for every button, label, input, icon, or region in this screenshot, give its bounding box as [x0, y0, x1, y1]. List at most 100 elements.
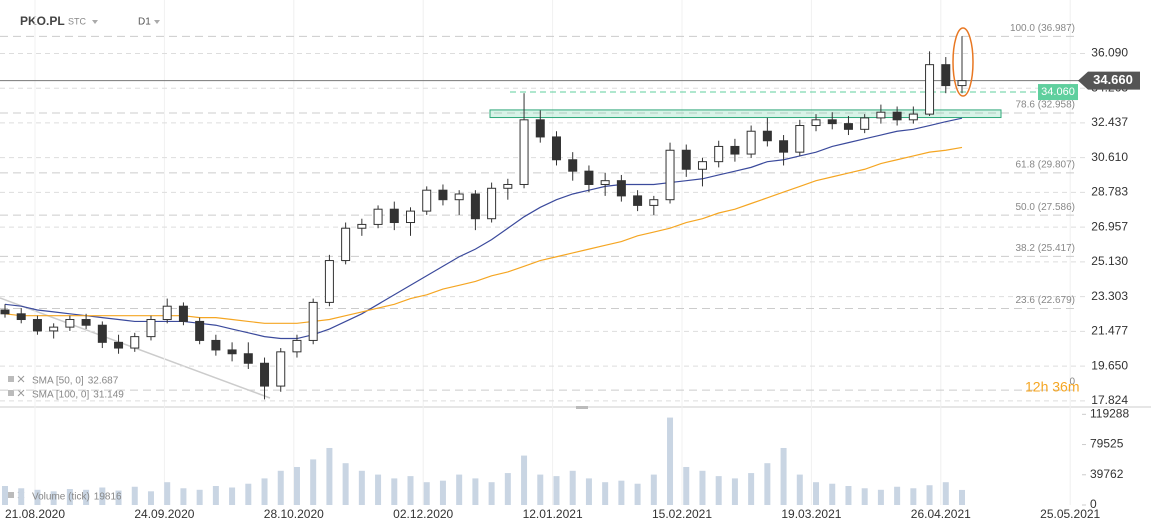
volume-bar	[569, 470, 576, 505]
volume-bar	[602, 482, 609, 505]
candle-body	[519, 119, 529, 185]
volume-tick-label: 0	[1090, 497, 1097, 511]
volume-bar	[829, 483, 836, 505]
volume-bar	[813, 482, 820, 505]
price-tag	[1078, 71, 1140, 90]
candle-body	[276, 351, 286, 387]
candle-body	[503, 183, 513, 189]
volume-tick-label: 79525	[1090, 437, 1124, 451]
candle-body	[81, 319, 91, 326]
candle-body	[227, 349, 237, 355]
level-label: 34.060	[1041, 86, 1075, 98]
legend-name: SMA [100, 0]	[32, 390, 89, 401]
candle-body	[292, 339, 302, 353]
candle-body	[243, 353, 253, 364]
candle-body	[16, 313, 26, 321]
y-tick-label: 19.650	[1091, 358, 1128, 372]
candle-body	[665, 149, 675, 201]
candle-body	[697, 161, 707, 170]
candle-body	[357, 223, 367, 229]
volume-bar	[861, 488, 868, 505]
x-tick-label: 12.01.2021	[523, 507, 583, 521]
candle-body	[422, 189, 432, 212]
volume-bar	[407, 476, 414, 505]
dropdown-icon[interactable]	[92, 20, 98, 24]
volume-bar	[894, 486, 901, 505]
volume-bar	[50, 491, 57, 505]
fib-label: 23.6 (22.679)	[1016, 295, 1076, 306]
candle-body	[649, 199, 659, 206]
volume-bar	[245, 483, 252, 505]
y-tick-label: 32.437	[1091, 115, 1128, 129]
fib-label: 61.8 (29.807)	[1016, 160, 1076, 171]
candle-body	[568, 159, 578, 172]
candle-body	[130, 336, 140, 349]
legend-icon[interactable]	[8, 492, 14, 498]
volume-bar	[618, 480, 625, 505]
x-tick-label: 24.09.2020	[134, 507, 194, 521]
volume-bar	[553, 476, 560, 505]
legend-value: 32.687	[88, 376, 119, 387]
fib-label: 78.6 (32.958)	[1016, 100, 1076, 111]
candle-body	[551, 136, 561, 161]
candle-body	[714, 145, 724, 163]
candle-body	[438, 189, 448, 201]
y-tick-label: 17.824	[1091, 393, 1128, 407]
candle-body	[97, 324, 107, 343]
x-tick-label: 28.10.2020	[264, 507, 324, 521]
candle-body	[535, 119, 545, 138]
candle-body	[827, 119, 837, 125]
candle-body	[65, 319, 75, 328]
volume-bar	[164, 482, 171, 505]
volume-bar	[261, 478, 268, 505]
candle-body	[681, 149, 691, 170]
resize-handle[interactable]	[576, 406, 588, 409]
volume-bar	[342, 463, 349, 505]
x-tick-label: 02.12.2020	[393, 507, 453, 521]
volume-bar	[877, 489, 884, 505]
candle-body	[32, 319, 42, 332]
legend-close[interactable]	[17, 375, 25, 499]
y-tick-label: 23.303	[1091, 289, 1128, 303]
timeframe[interactable]: D1	[138, 17, 151, 28]
annotation-ellipse	[952, 27, 974, 97]
volume-bar	[926, 485, 933, 505]
candle-body	[146, 319, 156, 338]
candle-body	[211, 339, 221, 351]
candle-body	[49, 326, 59, 332]
fib-label: 100.0 (36.987)	[1010, 23, 1075, 34]
candle-body	[487, 187, 497, 220]
symbol[interactable]: PKO.PL	[20, 14, 65, 28]
volume-bar	[196, 489, 203, 505]
candle-body	[454, 193, 464, 201]
candle-body	[178, 305, 188, 322]
volume-bar	[796, 474, 803, 505]
legend-icon[interactable]	[8, 390, 14, 396]
candle-body	[373, 208, 383, 225]
volume-bar	[293, 466, 300, 505]
volume-bar	[147, 491, 154, 505]
candle-body	[779, 140, 789, 153]
volume-bar	[375, 474, 382, 505]
legend-icon[interactable]	[8, 376, 14, 382]
candle-body	[957, 80, 967, 87]
volume-legend-name: Volume (tick)	[32, 492, 90, 503]
volume-bar	[715, 476, 722, 505]
volume-bar	[131, 486, 138, 505]
candle-body	[308, 301, 318, 341]
fib-label: 0	[1069, 377, 1075, 388]
candle-body	[195, 320, 205, 341]
volume-bar	[18, 488, 25, 505]
volume-bar	[634, 483, 641, 505]
volume-bar	[959, 489, 965, 505]
volume-bar	[780, 447, 787, 505]
volume-bar	[472, 478, 479, 505]
volume-bar	[34, 489, 41, 505]
volume-bar	[391, 478, 398, 505]
price-tag-label: 34.660	[1093, 72, 1133, 87]
candle-body	[0, 309, 10, 315]
dropdown-icon[interactable]	[154, 20, 160, 24]
market[interactable]: STC	[68, 16, 87, 26]
legend-name: SMA [50, 0]	[32, 376, 84, 387]
